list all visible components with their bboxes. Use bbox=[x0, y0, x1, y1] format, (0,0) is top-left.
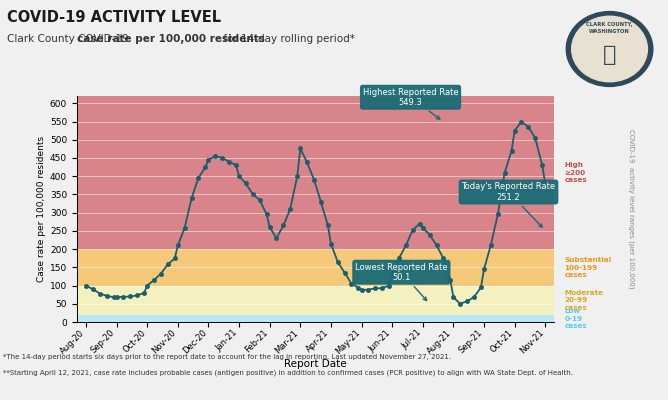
Text: Today's Reported Rate
251.2: Today's Reported Rate 251.2 bbox=[462, 182, 556, 227]
Y-axis label: Case rate per 100,000 residents: Case rate per 100,000 residents bbox=[37, 136, 45, 282]
Bar bbox=[77, 315, 554, 322]
Circle shape bbox=[572, 16, 647, 82]
Bar bbox=[77, 96, 554, 250]
Text: Clark County COVID-19: Clark County COVID-19 bbox=[7, 34, 132, 44]
Text: WASHINGTON: WASHINGTON bbox=[589, 28, 630, 34]
Text: **Starting April 12, 2021, case rate includes probable cases (antigen positive) : **Starting April 12, 2021, case rate inc… bbox=[3, 370, 573, 376]
Text: 🧗: 🧗 bbox=[603, 45, 617, 65]
Bar bbox=[77, 250, 554, 286]
Text: COVID-19 ACTIVITY LEVEL: COVID-19 ACTIVITY LEVEL bbox=[7, 10, 221, 25]
Text: Lowest Reported Rate
50.1: Lowest Reported Rate 50.1 bbox=[355, 262, 448, 300]
Text: Highest Reported Rate
549.3: Highest Reported Rate 549.3 bbox=[363, 88, 458, 119]
Text: CLARK COUNTY,: CLARK COUNTY, bbox=[587, 22, 633, 26]
Text: for 14-day rolling period*: for 14-day rolling period* bbox=[220, 34, 355, 44]
Text: Moderate
20-99
cases: Moderate 20-99 cases bbox=[564, 290, 603, 311]
X-axis label: Report Date: Report Date bbox=[285, 359, 347, 369]
Text: case rate per 100,000 residents: case rate per 100,000 residents bbox=[77, 34, 265, 44]
Text: High
≥200
cases: High ≥200 cases bbox=[564, 162, 587, 183]
Circle shape bbox=[566, 12, 653, 86]
Text: Substantial
100-199
cases: Substantial 100-199 cases bbox=[564, 257, 612, 278]
Text: Low
0-19
cases: Low 0-19 cases bbox=[564, 308, 587, 329]
Text: *The 14-day period starts six days prior to the report date to account for the l: *The 14-day period starts six days prior… bbox=[3, 354, 452, 360]
Text: COVID-19  activity level ranges (per 100,000): COVID-19 activity level ranges (per 100,… bbox=[628, 129, 635, 289]
Bar bbox=[77, 286, 554, 315]
